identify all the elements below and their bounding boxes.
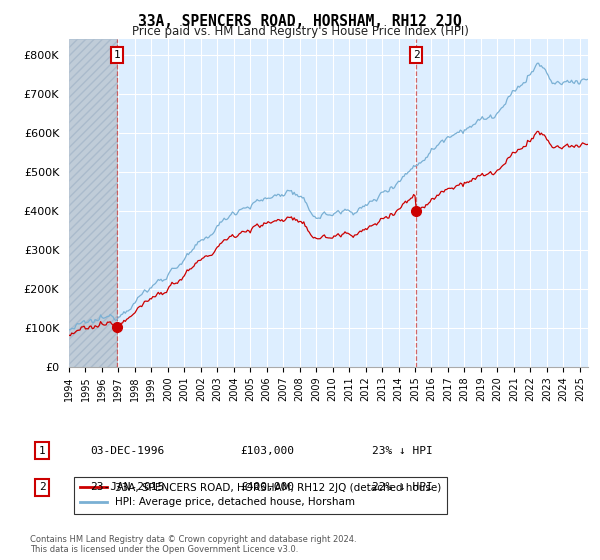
Text: £103,000: £103,000 — [240, 446, 294, 456]
Text: 1: 1 — [38, 446, 46, 456]
Text: 23% ↓ HPI: 23% ↓ HPI — [372, 446, 433, 456]
Legend: 33A, SPENCERS ROAD, HORSHAM, RH12 2JQ (detached house), HPI: Average price, deta: 33A, SPENCERS ROAD, HORSHAM, RH12 2JQ (d… — [74, 477, 448, 514]
Text: £400,000: £400,000 — [240, 482, 294, 492]
Text: 22% ↓ HPI: 22% ↓ HPI — [372, 482, 433, 492]
Text: 23-JAN-2015: 23-JAN-2015 — [90, 482, 164, 492]
Text: 2: 2 — [413, 50, 419, 60]
Text: 33A, SPENCERS ROAD, HORSHAM, RH12 2JQ: 33A, SPENCERS ROAD, HORSHAM, RH12 2JQ — [138, 14, 462, 29]
Bar — [69, 39, 117, 367]
Text: Price paid vs. HM Land Registry's House Price Index (HPI): Price paid vs. HM Land Registry's House … — [131, 25, 469, 38]
Text: Contains HM Land Registry data © Crown copyright and database right 2024.
This d: Contains HM Land Registry data © Crown c… — [30, 535, 356, 554]
Text: 2: 2 — [38, 482, 46, 492]
Text: 03-DEC-1996: 03-DEC-1996 — [90, 446, 164, 456]
Text: 1: 1 — [114, 50, 121, 60]
